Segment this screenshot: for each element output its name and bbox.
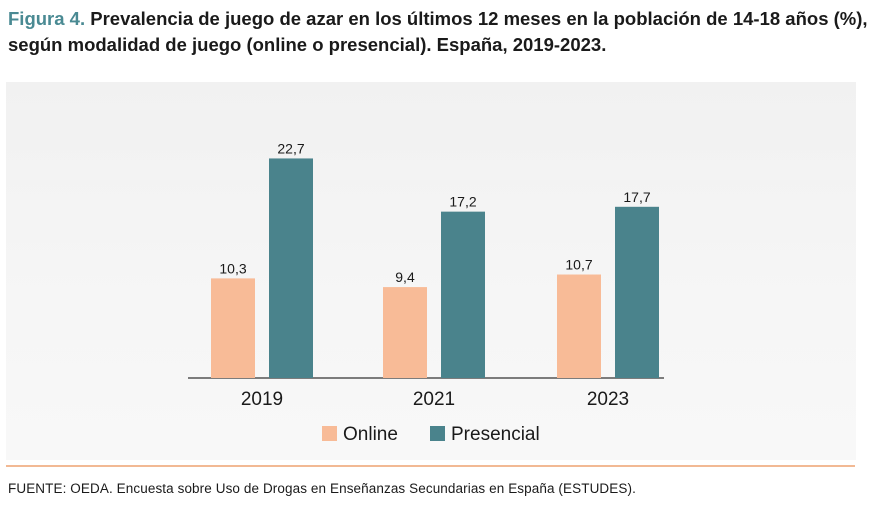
legend-label-online: Online <box>343 424 398 445</box>
bar-presencial-2021 <box>441 211 485 378</box>
data-label-presencial-2019: 22,7 <box>277 140 304 156</box>
data-label-online-2021: 9,4 <box>395 269 415 285</box>
bar-presencial-2023 <box>615 206 659 378</box>
legend-label-presencial: Presencial <box>451 424 540 445</box>
legend-swatch-presencial <box>430 426 445 441</box>
figure-label: Figura 4. <box>8 8 86 29</box>
data-label-online-2023: 10,7 <box>565 257 592 273</box>
source-note: FUENTE: OEDA. Encuesta sobre Uso de Drog… <box>8 481 636 496</box>
legend-swatch-online <box>322 426 337 441</box>
data-label-online-2019: 10,3 <box>219 260 246 276</box>
x-tick-label-2019: 2019 <box>241 389 283 410</box>
data-label-presencial-2023: 17,7 <box>623 189 650 205</box>
title-line-1: Prevalencia de juego de azar en los últi… <box>90 8 868 29</box>
title-line-2: según modalidad de juego (online o prese… <box>8 34 607 55</box>
chart-panel <box>6 82 856 460</box>
bar-online-2021 <box>383 287 427 378</box>
bar-online-2019 <box>211 278 255 378</box>
divider-rule <box>6 465 855 467</box>
x-tick-label-2021: 2021 <box>413 389 455 410</box>
x-tick-label-2023: 2023 <box>587 389 629 410</box>
bar-presencial-2019 <box>269 158 313 378</box>
data-label-presencial-2021: 17,2 <box>449 194 476 210</box>
chart-title: Figura 4. Prevalencia de juego de azar e… <box>8 6 868 58</box>
bar-online-2023 <box>557 274 601 378</box>
